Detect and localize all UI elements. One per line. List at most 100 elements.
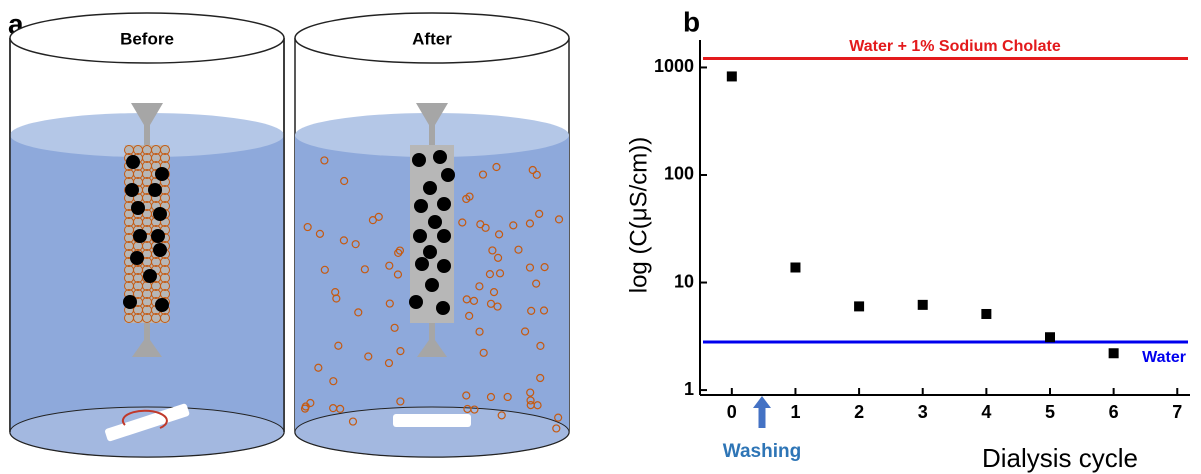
surfactant [385,299,394,308]
nanotube [415,257,429,271]
surfactant [160,257,170,267]
surfactant [462,391,471,400]
nanotube [155,298,169,312]
surfactant [465,311,474,321]
y-tick-label: 10 [674,271,694,291]
beaker-bottom [294,406,570,458]
nanotube [155,167,169,181]
surfactant [526,396,535,405]
x-tick-label: 0 [727,402,737,422]
surfactant [360,265,369,274]
beaker-rim [294,12,570,64]
surfactant [532,279,541,288]
surfactant [485,270,495,279]
data-point [726,71,737,82]
surfactant [160,145,170,155]
surfactant [385,261,394,270]
surfactant [348,417,358,426]
nanotube [414,199,428,213]
surfactant [160,281,170,291]
panel-b: b log (C(μS/cm)) Dialysis cycle Washing … [625,6,1190,473]
surfactant [536,373,545,383]
data-point [854,301,865,312]
surfactant [486,299,496,308]
surfactant [160,313,170,323]
surfactant [509,221,518,230]
reference-line-label: Water + 1% Sodium Cholate [849,38,1061,55]
nanotube [441,168,455,182]
washing-label: Washing [723,441,801,462]
surfactant [488,246,497,255]
surfactant [160,289,170,299]
surfactant [320,265,329,274]
nanotube [133,229,147,243]
nanotube [412,153,426,167]
x-tick-label: 1 [790,402,800,422]
nanotube [143,269,157,283]
beaker-wall [9,38,285,432]
surfactant [476,220,485,229]
surfactant [465,192,474,201]
funnel [417,323,447,357]
surfactant [525,219,535,228]
data-point [1108,348,1119,359]
surfactant [396,397,405,406]
beaker-label: Before [120,29,174,48]
stir-bar [393,414,471,427]
surfactant [160,273,170,283]
surfactant [520,327,530,336]
x-tick-label: 6 [1109,402,1119,422]
washing-arrow-head [753,396,771,408]
surfactant [458,218,467,227]
column-content [409,150,455,315]
surfactant [552,424,561,433]
surfactant [331,288,340,297]
surfactant [527,306,536,315]
beaker-rim [9,12,285,64]
nanotube [148,183,162,197]
nanotube [126,155,140,169]
y-axis-label: log (C(μS/cm)) [625,137,652,294]
surfactant [395,246,405,255]
surfactant [493,302,502,311]
surfactant [539,306,549,315]
surfactant [469,296,479,305]
stir-bar [105,403,190,442]
beaker-label: After [412,29,452,48]
nanotube [437,259,451,273]
surfactant [160,153,170,163]
nanotube [409,295,423,309]
funnel [131,103,163,145]
nanotube [151,229,165,243]
surfactant [535,209,544,218]
surfactant [492,162,501,172]
nanotube [428,215,442,229]
beaker-bottom [9,406,285,458]
surfactant [532,170,541,179]
x-tick-label: 2 [854,402,864,422]
data-point [790,262,801,273]
surfactant [526,388,535,397]
surfactant [160,193,170,203]
surfactant [493,253,503,262]
surfactant [314,363,323,372]
nanotube [413,229,427,243]
y-tick-label: 100 [664,164,694,184]
data-point [917,299,928,310]
surfactant [368,216,377,225]
surfactant [475,282,484,291]
surfactant [497,411,506,420]
surfactant [329,377,338,386]
surfactant [334,341,343,350]
surfactant [396,347,405,356]
panel-label: b [683,6,700,37]
nanotube [423,245,437,259]
x-tick-label: 3 [918,402,928,422]
nanotube [423,181,437,195]
surfactant [306,398,315,408]
surfactant [554,215,564,224]
data-point [1045,332,1055,343]
funnel [132,323,162,357]
surfactant [384,358,394,368]
